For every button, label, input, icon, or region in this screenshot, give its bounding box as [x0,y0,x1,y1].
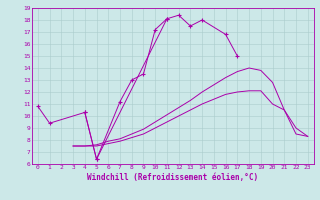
X-axis label: Windchill (Refroidissement éolien,°C): Windchill (Refroidissement éolien,°C) [87,173,258,182]
